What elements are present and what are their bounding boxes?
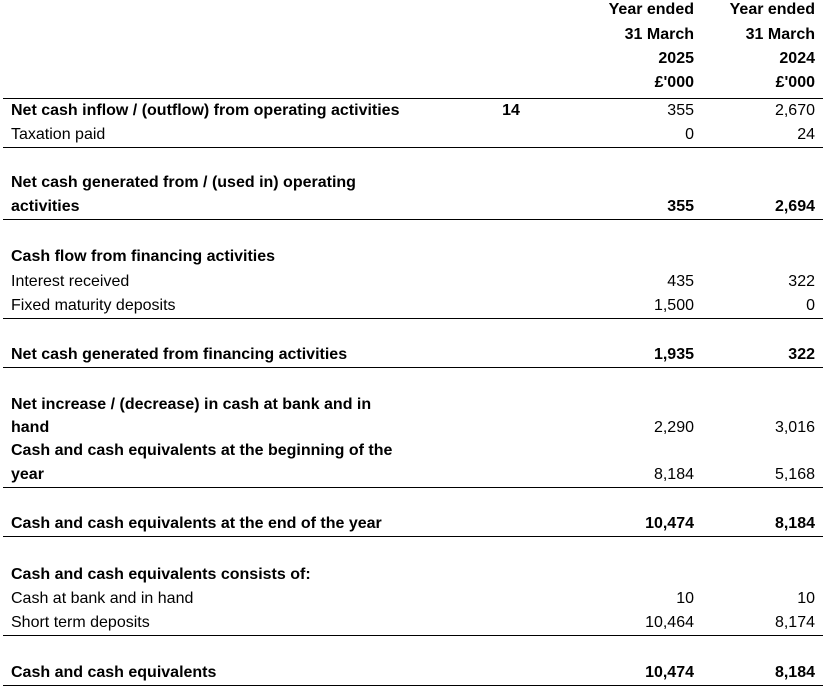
value-2025: 10,464	[645, 614, 694, 631]
row-label: Cash and cash equivalents at the end of …	[11, 515, 382, 532]
table-row-op-inflow: Net cash inflow / (outflow) from operati…	[0, 101, 827, 121]
row-label: Net cash generated from / (used in) oper…	[11, 174, 356, 191]
table-row-net-increase-line1: Net increase / (decrease) in cash at ban…	[0, 395, 827, 415]
value-2024: 2,670	[774, 102, 815, 119]
value-2024: 24	[797, 126, 815, 143]
header-row-1: Year ended Year ended	[0, 0, 827, 20]
table-row-cash-begin: year 8,184 5,168	[0, 465, 827, 485]
row-label: activities	[11, 198, 80, 215]
table-row-short-term: Short term deposits 10,464 8,174	[0, 613, 827, 633]
table-row-net-increase: hand 2,290 3,016	[0, 418, 827, 438]
row-label: Net cash generated from financing activi…	[11, 346, 348, 363]
value-2025: 355	[667, 198, 694, 215]
value-2025: 0	[685, 126, 694, 143]
row-label: Cash at bank and in hand	[11, 590, 194, 607]
section-heading-consists: Cash and cash equivalents consists of:	[0, 565, 827, 585]
header-row-3: 2025 2024	[0, 49, 827, 69]
value-2025: 8,184	[653, 466, 694, 483]
col-2024-header: 2024	[779, 50, 815, 67]
table-row-net-fin: Net cash generated from financing activi…	[0, 345, 827, 365]
divider	[3, 536, 823, 537]
row-label: Taxation paid	[11, 126, 106, 143]
col-2024-header: Year ended	[729, 1, 815, 18]
table-row-fixed-deposits: Fixed maturity deposits 1,500 0	[0, 296, 827, 316]
value-2024: 322	[788, 273, 815, 290]
value-2024: 8,184	[774, 664, 815, 681]
divider	[3, 635, 823, 636]
value-2025: 10	[676, 590, 694, 607]
value-2025: 2,290	[653, 419, 694, 436]
header-row-4: £'000 £'000	[0, 73, 827, 93]
value-2024: 0	[806, 297, 815, 314]
col-2024-header: £'000	[775, 74, 815, 91]
row-label: Fixed maturity deposits	[11, 297, 176, 314]
value-2024: 3,016	[774, 419, 815, 436]
row-label: Cash and cash equivalents	[11, 664, 217, 681]
divider	[3, 487, 823, 488]
table-row-cash-bank: Cash at bank and in hand 10 10	[0, 589, 827, 609]
col-2025-header: Year ended	[608, 1, 694, 18]
row-label: Cash flow from financing activities	[11, 248, 276, 265]
divider	[3, 318, 823, 319]
row-label: Net cash inflow / (outflow) from operati…	[11, 102, 400, 119]
table-row-interest: Interest received 435 322	[0, 272, 827, 292]
value-2024: 322	[788, 346, 815, 363]
value-2024: 10	[797, 590, 815, 607]
col-2025-header: 31 March	[624, 26, 694, 43]
value-2024: 8,184	[774, 515, 815, 532]
row-label: Cash and cash equivalents consists of:	[11, 566, 311, 583]
col-2025-header: £'000	[654, 74, 694, 91]
value-2025: 10,474	[645, 515, 694, 532]
divider	[3, 98, 823, 99]
table-row-cash-total: Cash and cash equivalents 10,474 8,184	[0, 663, 827, 683]
value-2025: 435	[667, 273, 694, 290]
row-label: year	[11, 466, 44, 483]
row-label: Net increase / (decrease) in cash at ban…	[11, 396, 372, 413]
table-row-cash-end: Cash and cash equivalents at the end of …	[0, 514, 827, 534]
value-2025: 10,474	[645, 664, 694, 681]
row-label: Short term deposits	[11, 614, 150, 631]
section-heading-financing: Cash flow from financing activities	[0, 247, 827, 267]
value-2024: 2,694	[774, 198, 815, 215]
col-2025-header: 2025	[658, 50, 694, 67]
note-ref: 14	[502, 102, 520, 119]
value-2025: 1,500	[653, 297, 694, 314]
table-row-tax-paid: Taxation paid 0 24	[0, 125, 827, 145]
value-2024: 8,174	[774, 614, 815, 631]
divider	[3, 147, 823, 148]
divider	[3, 367, 823, 368]
row-label: hand	[11, 419, 50, 436]
value-2025: 1,935	[653, 346, 694, 363]
col-2024-header: 31 March	[745, 26, 815, 43]
row-label: Interest received	[11, 273, 130, 290]
divider	[3, 219, 823, 220]
table-row-net-op-line1: Net cash generated from / (used in) oper…	[0, 173, 827, 193]
table-row-cash-begin-line1: Cash and cash equivalents at the beginni…	[0, 441, 827, 461]
header-row-2: 31 March 31 March	[0, 25, 827, 45]
value-2025: 355	[667, 102, 694, 119]
value-2024: 5,168	[774, 466, 815, 483]
row-label: Cash and cash equivalents at the beginni…	[11, 442, 393, 459]
table-row-net-op: activities 355 2,694	[0, 197, 827, 217]
divider	[3, 685, 823, 686]
